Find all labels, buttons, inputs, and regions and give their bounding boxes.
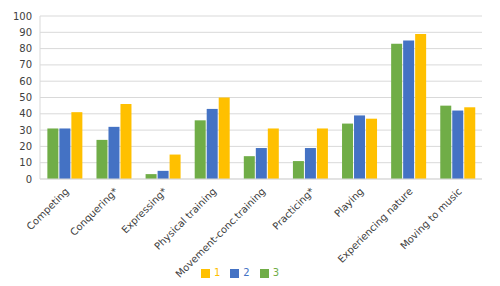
svg-text:Expressing*: Expressing* [119, 186, 169, 236]
svg-text:30: 30 [19, 125, 32, 136]
svg-text:90: 90 [19, 27, 32, 38]
svg-text:40: 40 [19, 108, 32, 119]
svg-text:Practicing*: Practicing* [270, 186, 316, 232]
svg-text:60: 60 [19, 76, 32, 87]
svg-text:Conquering*: Conquering* [68, 186, 120, 238]
svg-text:70: 70 [19, 59, 32, 70]
svg-text:20: 20 [19, 141, 32, 152]
svg-text:100: 100 [13, 11, 32, 22]
svg-text:Playing: Playing [332, 186, 365, 219]
svg-text:10: 10 [19, 157, 32, 168]
svg-text:80: 80 [19, 43, 32, 54]
svg-text:0: 0 [26, 174, 32, 185]
svg-text:Experiencing nature: Experiencing nature [336, 186, 415, 265]
svg-text:Movement-conc.training: Movement-conc.training [173, 186, 267, 278]
svg-text:Moving to music: Moving to music [398, 186, 464, 252]
svg-text:Competing: Competing [25, 186, 71, 232]
svg-text:50: 50 [19, 92, 32, 103]
